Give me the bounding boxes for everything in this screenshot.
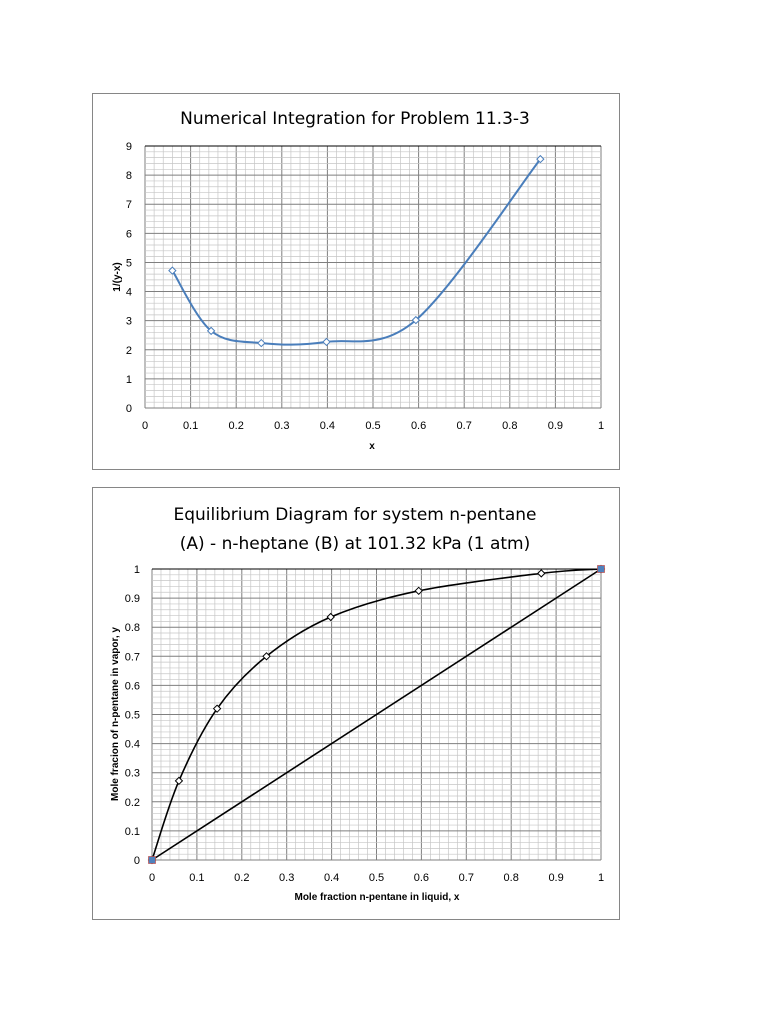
grid — [144, 145, 602, 409]
y-tick-label: 9 — [126, 141, 132, 153]
chart2-frame — [92, 487, 620, 920]
x-tick-label: 0 — [149, 872, 155, 884]
x-tick-label: 0.3 — [274, 420, 289, 432]
x-tick-label: 0.7 — [457, 420, 472, 432]
x-tick-label: 0 — [142, 420, 148, 432]
y-axis-label: Mole fracion of n-pentane in vapor, y — [110, 627, 121, 801]
y-tick-label: 0.1 — [125, 826, 140, 838]
x-tick-label: 0.4 — [324, 872, 339, 884]
x-tick-label: 0.4 — [320, 420, 335, 432]
y-tick-label: 0.9 — [125, 593, 140, 605]
x-tick-label: 1 — [598, 420, 604, 432]
chart-numerical-integration: Numerical Integration for Problem 11.3-3… — [112, 109, 604, 452]
x-tick-label: 0.2 — [229, 420, 244, 432]
x-tick-label: 0.1 — [189, 872, 204, 884]
x-tick-label: 0.3 — [279, 872, 294, 884]
data-point-diamond — [168, 266, 177, 275]
chart-equilibrium-diagram: Equilibrium Diagram for system n-pentane… — [110, 505, 606, 903]
y-tick-label: 0.7 — [125, 651, 140, 663]
y-tick-label: 0.4 — [125, 739, 140, 751]
y-tick-label: 2 — [126, 345, 132, 357]
data-point-diamond — [326, 612, 335, 622]
y-tick-label: 1 — [126, 374, 132, 386]
series-line — [151, 568, 602, 861]
y-tick-label: 0.5 — [125, 710, 140, 722]
y-tick-label: 8 — [126, 170, 132, 182]
x-tick-label: 0.9 — [548, 872, 563, 884]
x-tick-label: 0.5 — [369, 872, 384, 884]
y-axis-label: 1/(y-x) — [112, 262, 123, 291]
data-point-diamond — [174, 776, 184, 786]
y-tick-label: 0 — [126, 403, 132, 415]
data-point-diamond — [262, 652, 271, 661]
y-tick-label: 5 — [126, 257, 132, 269]
x-tick-label: 0.8 — [502, 420, 517, 432]
x-tick-label: 0.6 — [414, 872, 429, 884]
x-tick-label: 0.6 — [411, 420, 426, 432]
y-tick-label: 1 — [134, 564, 140, 576]
x-tick-label: 0.7 — [459, 872, 474, 884]
y-tick-label: 7 — [126, 199, 132, 211]
x-tick-label: 0.9 — [548, 420, 563, 432]
x-tick-label: 0.8 — [504, 872, 519, 884]
data-point-square — [597, 565, 605, 573]
x-axis-label: x — [369, 441, 375, 452]
y-tick-label: 0.3 — [125, 768, 140, 780]
y-tick-label: 3 — [126, 316, 132, 328]
data-point-diamond — [537, 569, 546, 578]
y-tick-label: 4 — [126, 287, 132, 299]
data-point-diamond — [414, 586, 423, 596]
data-point-diamond — [411, 315, 421, 325]
x-tick-label: 1 — [598, 872, 604, 884]
data-point-diamond — [322, 337, 331, 347]
chart-title-line-2: (A) - n-heptane (B) at 101.32 kPa (1 atm… — [180, 534, 530, 554]
x-tick-label: 0.2 — [234, 872, 249, 884]
y-tick-label: 6 — [126, 228, 132, 240]
chart1-frame — [92, 93, 620, 470]
data-point-diamond — [536, 154, 545, 164]
data-point-square — [148, 856, 156, 864]
x-tick-label: 0.5 — [365, 420, 380, 432]
series-line — [151, 568, 602, 861]
y-tick-label: 0.2 — [125, 797, 140, 809]
chart-title-line-1: Equilibrium Diagram for system n-pentane — [173, 505, 536, 525]
y-tick-label: 0.8 — [125, 622, 140, 634]
y-tick-label: 0.6 — [125, 680, 140, 692]
x-axis-label: Mole fraction n-pentane in liquid, x — [294, 892, 459, 903]
chart-title: Numerical Integration for Problem 11.3-3 — [180, 109, 530, 129]
x-tick-label: 0.1 — [183, 420, 198, 432]
y-tick-label: 0 — [134, 855, 140, 867]
data-point-diamond — [212, 704, 222, 713]
data-point-diamond — [257, 338, 266, 348]
data-point-diamond — [206, 326, 216, 336]
